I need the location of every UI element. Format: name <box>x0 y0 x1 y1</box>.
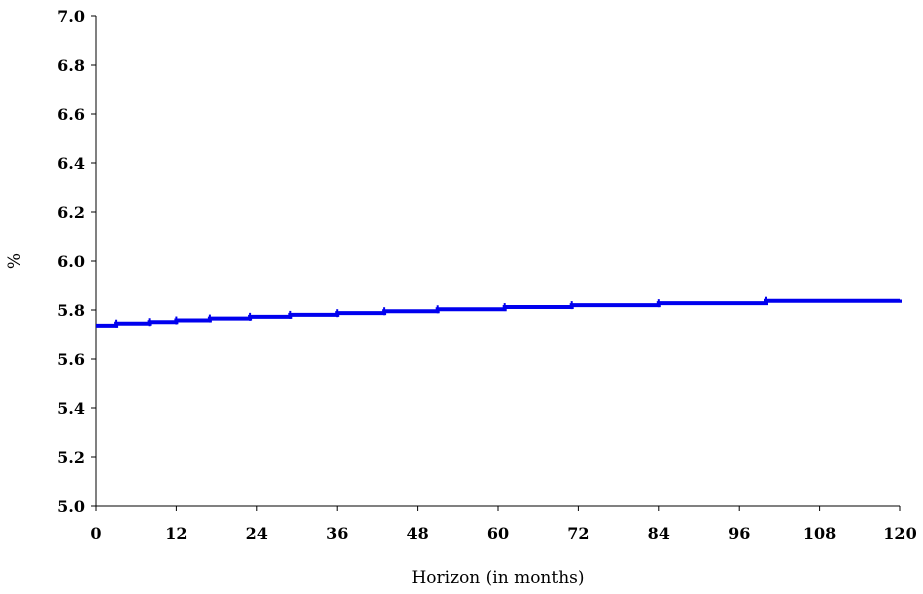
x-tick-label: 0 <box>90 524 101 543</box>
y-tick-label: 6.8 <box>57 56 85 75</box>
x-axis-ticks: 0 12 24 36 48 60 72 84 96 108 120 <box>90 506 917 543</box>
x-tick-label: 60 <box>487 524 509 543</box>
x-tick-label: 96 <box>728 524 750 543</box>
y-tick-label: 6.0 <box>57 252 85 271</box>
y-tick-label: 6.2 <box>57 203 85 222</box>
x-tick-label: 36 <box>326 524 348 543</box>
x-axis-title: Horizon (in months) <box>411 568 584 588</box>
y-tick-label: 5.8 <box>57 301 85 320</box>
y-tick-label: 5.4 <box>57 399 85 418</box>
series-layer <box>96 296 902 328</box>
y-tick-label: 6.6 <box>57 105 85 124</box>
y-tick-label: 6.4 <box>57 154 85 173</box>
y-axis-ticks: 5.0 5.2 5.4 5.6 5.8 6.0 6.2 6.4 6.6 6.8 7.0 <box>57 7 96 516</box>
x-tick-label: 84 <box>648 524 670 543</box>
y-tick-label: 5.0 <box>57 497 85 516</box>
x-tick-label: 108 <box>803 524 836 543</box>
x-tick-label: 120 <box>883 524 916 543</box>
series-line <box>96 298 902 328</box>
y-tick-label: 7.0 <box>57 7 85 26</box>
y-tick-label: 5.6 <box>57 350 85 369</box>
y-axis-title: % <box>5 253 25 269</box>
x-tick-label: 48 <box>406 524 428 543</box>
y-tick-label: 5.2 <box>57 448 85 467</box>
x-tick-label: 24 <box>246 524 268 543</box>
x-tick-label: 12 <box>165 524 187 543</box>
x-tick-label: 72 <box>567 524 589 543</box>
